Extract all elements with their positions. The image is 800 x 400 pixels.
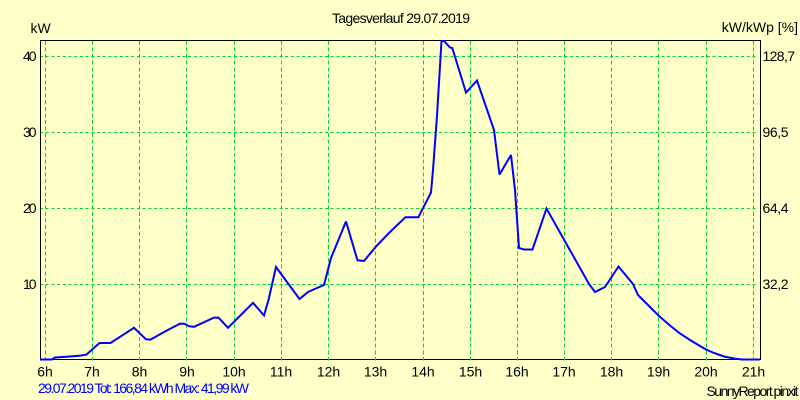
svg-text:11h: 11h: [270, 364, 292, 380]
svg-text:40: 40: [23, 48, 37, 64]
svg-text:128,7: 128,7: [763, 48, 796, 64]
svg-text:9h: 9h: [179, 364, 195, 380]
svg-text:kW/kWp [%]: kW/kWp [%]: [722, 19, 798, 35]
svg-text:15h: 15h: [459, 364, 482, 380]
svg-text:kW: kW: [31, 20, 52, 36]
svg-text:20: 20: [23, 200, 37, 216]
svg-text:10h: 10h: [222, 364, 245, 380]
svg-text:18h: 18h: [600, 364, 623, 380]
svg-text:19h: 19h: [647, 364, 670, 380]
svg-text:10: 10: [23, 276, 37, 292]
svg-text:96,5: 96,5: [763, 124, 789, 140]
svg-text:29.07.2019 Tot: 166,84 kWh Max: 29.07.2019 Tot: 166,84 kWh Max: 41,99 kW: [38, 380, 250, 396]
svg-text:12h: 12h: [317, 364, 340, 380]
svg-text:SunnyReport pinxit: SunnyReport pinxit: [707, 383, 799, 399]
svg-text:8h: 8h: [132, 364, 148, 380]
svg-text:14h: 14h: [411, 364, 434, 380]
svg-text:7h: 7h: [84, 364, 100, 380]
svg-text:13h: 13h: [364, 364, 387, 380]
svg-text:16h: 16h: [505, 364, 528, 380]
svg-text:6h: 6h: [37, 364, 53, 380]
svg-text:17h: 17h: [552, 364, 575, 380]
svg-text:21h: 21h: [742, 364, 765, 380]
svg-text:20h: 20h: [694, 364, 717, 380]
svg-text:64,4: 64,4: [763, 200, 789, 216]
svg-text:Tagesverlauf 29.07.2019: Tagesverlauf 29.07.2019: [332, 10, 470, 26]
svg-text:32,2: 32,2: [763, 276, 789, 292]
svg-text:30: 30: [23, 124, 37, 140]
